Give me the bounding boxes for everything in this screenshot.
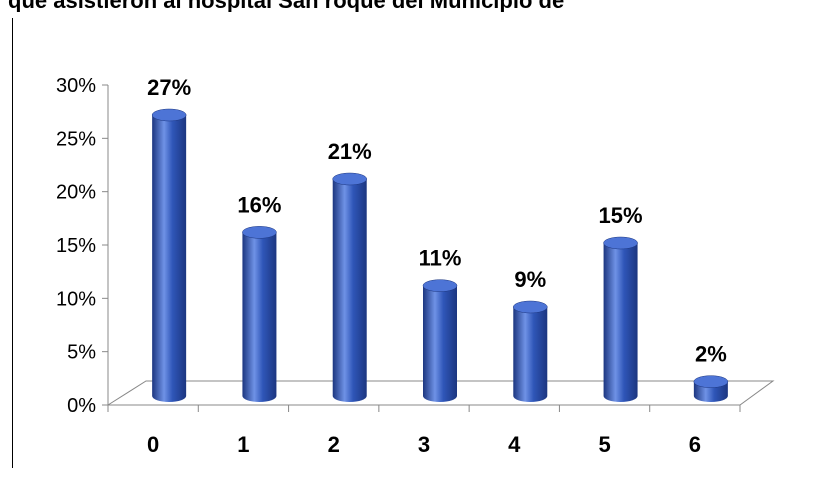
bar-body bbox=[603, 243, 638, 402]
bar bbox=[693, 375, 729, 402]
bar-body bbox=[332, 179, 367, 402]
bar-body bbox=[423, 285, 457, 402]
data-label: 2% bbox=[695, 342, 727, 367]
x-tick-label: 3 bbox=[418, 432, 430, 457]
x-tick-label: 0 bbox=[147, 432, 159, 457]
bar bbox=[242, 226, 277, 402]
bar-top bbox=[332, 172, 367, 186]
y-tick-label: 10% bbox=[56, 288, 96, 310]
data-label: 21% bbox=[328, 139, 372, 164]
y-tick-label: 25% bbox=[56, 128, 96, 150]
bar-top bbox=[693, 375, 729, 388]
bar-top bbox=[422, 279, 458, 292]
bar-body bbox=[242, 232, 277, 402]
data-label: 9% bbox=[514, 267, 546, 292]
bar-body bbox=[152, 115, 187, 402]
bar-top bbox=[603, 236, 638, 250]
bar-top bbox=[151, 108, 187, 122]
y-tick-label: 20% bbox=[56, 182, 96, 204]
data-label: 27% bbox=[147, 75, 191, 100]
x-tick-label: 5 bbox=[598, 432, 610, 457]
bar bbox=[151, 108, 187, 402]
x-tick-label: 6 bbox=[689, 432, 701, 457]
chart-frame-border bbox=[12, 18, 13, 468]
data-label: 15% bbox=[599, 203, 643, 228]
bar-top bbox=[242, 226, 277, 239]
chart-title: que asistieron al hospital San roque del… bbox=[8, 0, 564, 12]
chart-floor bbox=[106, 380, 775, 406]
bar bbox=[332, 172, 367, 402]
y-tick-label: 30% bbox=[56, 75, 96, 97]
data-label: 16% bbox=[237, 192, 281, 217]
x-tick-label: 1 bbox=[237, 432, 249, 457]
x-tick-label: 2 bbox=[328, 432, 340, 457]
bar-top bbox=[513, 300, 548, 314]
bar bbox=[513, 300, 548, 402]
bar bbox=[422, 279, 458, 402]
bar-body bbox=[513, 307, 548, 402]
y-tick-label: 15% bbox=[56, 235, 96, 257]
x-tick-label: 4 bbox=[508, 432, 521, 457]
y-tick-label: 0% bbox=[67, 395, 96, 417]
data-label: 11% bbox=[419, 246, 462, 271]
chart-title-area: que asistieron al hospital San roque del… bbox=[0, 0, 823, 12]
bar bbox=[603, 236, 638, 402]
y-tick-label: 5% bbox=[67, 342, 96, 364]
